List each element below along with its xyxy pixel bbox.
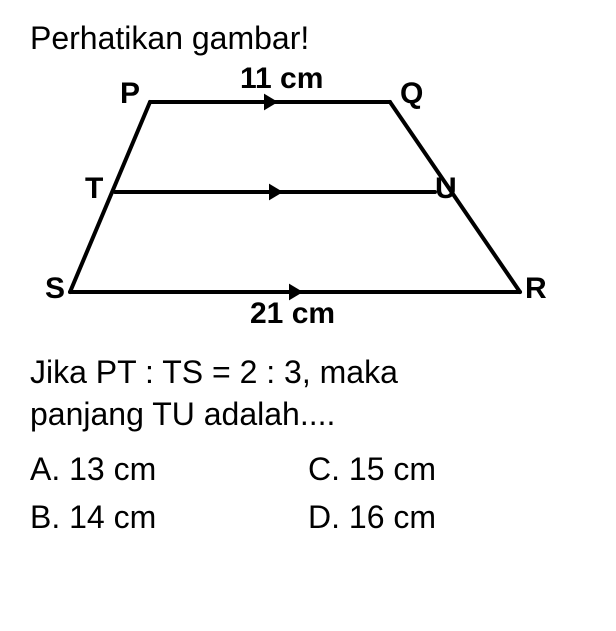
option-B: B. 14 cm	[30, 493, 308, 541]
option-C: C. 15 cm	[308, 445, 586, 493]
option-D: D. 16 cm	[308, 493, 586, 541]
question-text: Jika PT : TS = 2 : 3, maka panjang TU ad…	[30, 352, 586, 435]
label-R: R	[525, 272, 547, 306]
question-title: Perhatikan gambar!	[30, 20, 586, 57]
label-T: T	[85, 172, 103, 206]
label-top-measure: 11 cm	[240, 62, 323, 96]
question-line-2: panjang TU adalah....	[30, 396, 335, 432]
label-bottom-measure: 21 cm	[250, 297, 335, 331]
label-Q: Q	[400, 77, 423, 111]
label-U: U	[435, 172, 457, 206]
question-line-1: Jika PT : TS = 2 : 3, maka	[30, 354, 398, 390]
answer-options: A. 13 cm C. 15 cm B. 14 cm D. 16 cm	[30, 445, 586, 541]
label-P: P	[120, 77, 140, 111]
option-A: A. 13 cm	[30, 445, 308, 493]
label-S: S	[45, 272, 65, 306]
trapezoid-diagram: 11 cm P Q T U S R 21 cm	[50, 62, 550, 342]
